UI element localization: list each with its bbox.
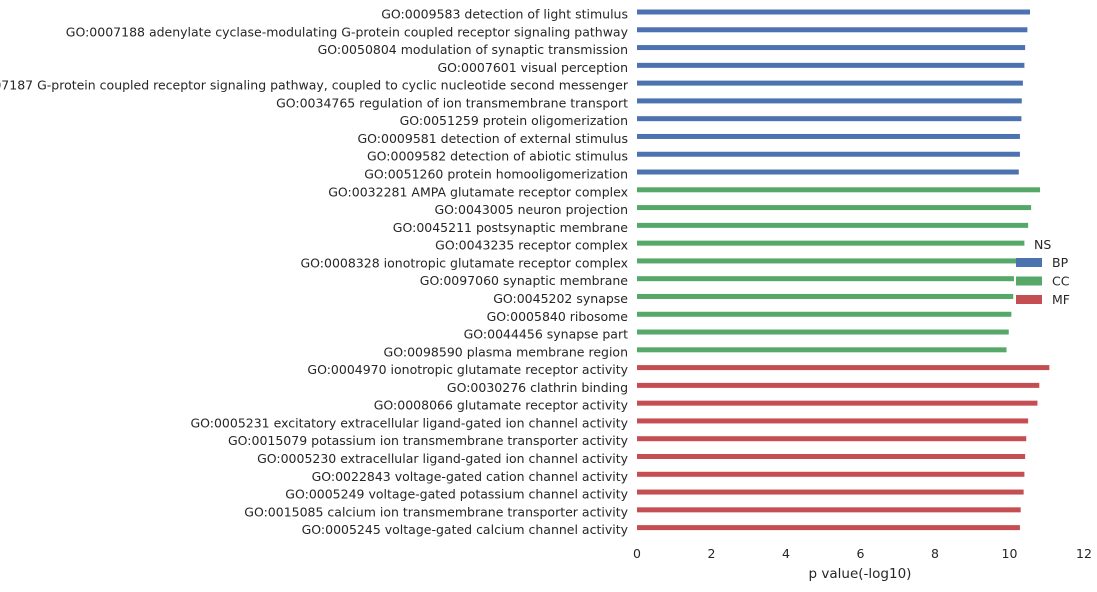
bar-mf-22	[637, 400, 1038, 406]
bar-cc-17	[637, 311, 1012, 317]
x-tick-label: 10	[1002, 546, 1018, 561]
category-label: GO:0008328 ionotropic glutamate receptor…	[301, 255, 629, 270]
x-tick-label: 6	[857, 546, 865, 561]
bar-mf-25	[637, 454, 1026, 459]
bar-bp-7	[637, 133, 1020, 139]
category-label: GO:0007187 G-protein coupled receptor si…	[0, 78, 629, 93]
bar-mf-26	[637, 471, 1025, 477]
category-label: GO:0051259 protein oligomerization	[400, 113, 628, 128]
bars-layer	[637, 9, 1050, 531]
bar-mf-27	[637, 489, 1024, 495]
category-label: GO:0004970 ionotropic glutamate receptor…	[307, 362, 628, 377]
bar-cc-16	[637, 293, 1014, 299]
category-label: GO:0005840 ribosome	[487, 309, 629, 324]
legend-swatch-mf	[1016, 295, 1042, 304]
category-label: GO:0030276 clathrin binding	[447, 380, 628, 395]
category-label: GO:0009582 detection of abiotic stimulus	[367, 149, 628, 164]
bar-bp-3	[637, 62, 1025, 68]
bar-cc-18	[637, 329, 1009, 335]
bar-cc-14	[637, 258, 1021, 264]
legend-label-bp: BP	[1052, 255, 1069, 270]
bar-bp-4	[637, 80, 1023, 86]
bar-bp-6	[637, 116, 1022, 122]
legend-label-cc: CC	[1052, 274, 1070, 289]
x-axis-title: p value(-log10)	[809, 566, 912, 582]
bar-cc-12	[637, 222, 1029, 228]
legend-title: NS	[1034, 237, 1051, 252]
bar-cc-15	[637, 276, 1014, 282]
category-label: GO:0005230 extracellular ligand-gated io…	[257, 451, 629, 466]
category-label: GO:0005231 excitatory extracellular liga…	[190, 415, 628, 430]
legend: NS BP CC MF	[1016, 237, 1070, 307]
bar-bp-0	[637, 9, 1030, 15]
category-label: GO:0045202 synapse	[493, 291, 628, 306]
category-label: GO:0097060 synaptic membrane	[420, 273, 629, 288]
bar-bp-2	[637, 45, 1026, 51]
category-label: GO:0043235 receptor complex	[435, 238, 628, 253]
x-axis: 0 2 4 6 8 10 12	[633, 546, 1092, 561]
legend-swatch-cc	[1016, 276, 1042, 286]
category-label: GO:0098590 plasma membrane region	[384, 344, 628, 359]
bar-cc-10	[637, 187, 1041, 193]
x-tick-label: 0	[633, 546, 641, 561]
category-label: GO:0008066 glutamate receptor activity	[374, 398, 629, 413]
legend-swatch-bp	[1016, 258, 1042, 267]
x-tick-label: 8	[931, 546, 939, 561]
bar-cc-19	[637, 347, 1007, 353]
bar-bp-5	[637, 98, 1022, 104]
category-label: GO:0045211 postsynaptic membrane	[393, 220, 629, 235]
x-tick-label: 2	[708, 546, 716, 561]
bar-bp-8	[637, 151, 1020, 157]
bar-bp-1	[637, 27, 1028, 33]
bar-cc-11	[637, 205, 1032, 211]
category-label: GO:0044456 synapse part	[464, 327, 628, 342]
legend-label-mf: MF	[1052, 292, 1070, 307]
category-label: GO:0007188 adenylate cyclase-modulating …	[66, 24, 629, 39]
category-label: GO:0022843 voltage-gated cation channel …	[312, 469, 629, 484]
category-label: GO:0050804 modulation of synaptic transm…	[318, 42, 628, 57]
category-label: GO:0051260 protein homooligomerization	[364, 167, 628, 182]
category-label: GO:0034765 regulation of ion transmembra…	[276, 95, 628, 110]
category-label: GO:0005245 voltage-gated calcium channel…	[302, 522, 629, 537]
bar-mf-23	[637, 418, 1029, 424]
category-label: GO:0015085 calcium ion transmembrane tra…	[244, 504, 628, 519]
bar-mf-28	[637, 507, 1021, 513]
category-label: GO:0032281 AMPA glutamate receptor compl…	[328, 184, 628, 199]
category-label: GO:0007601 visual perception	[437, 60, 628, 75]
category-label: GO:0009583 detection of light stimulus	[381, 7, 628, 22]
bar-bp-9	[637, 169, 1019, 175]
category-label: GO:0043005 neuron projection	[434, 202, 628, 217]
bar-mf-24	[637, 436, 1027, 442]
category-label: GO:0009581 detection of external stimulu…	[358, 131, 629, 146]
x-tick-label: 12	[1076, 546, 1092, 561]
category-label: GO:0005249 voltage-gated potassium chann…	[285, 487, 628, 502]
bar-mf-21	[637, 382, 1040, 388]
category-label: GO:0015079 potassium ion transmembrane t…	[228, 433, 629, 448]
bar-mf-20	[637, 365, 1050, 371]
x-tick-label: 4	[782, 546, 790, 561]
bar-mf-29	[637, 525, 1020, 531]
bar-cc-13	[637, 240, 1025, 246]
category-labels-layer: GO:0009583 detection of light stimulus GO…	[0, 7, 629, 538]
